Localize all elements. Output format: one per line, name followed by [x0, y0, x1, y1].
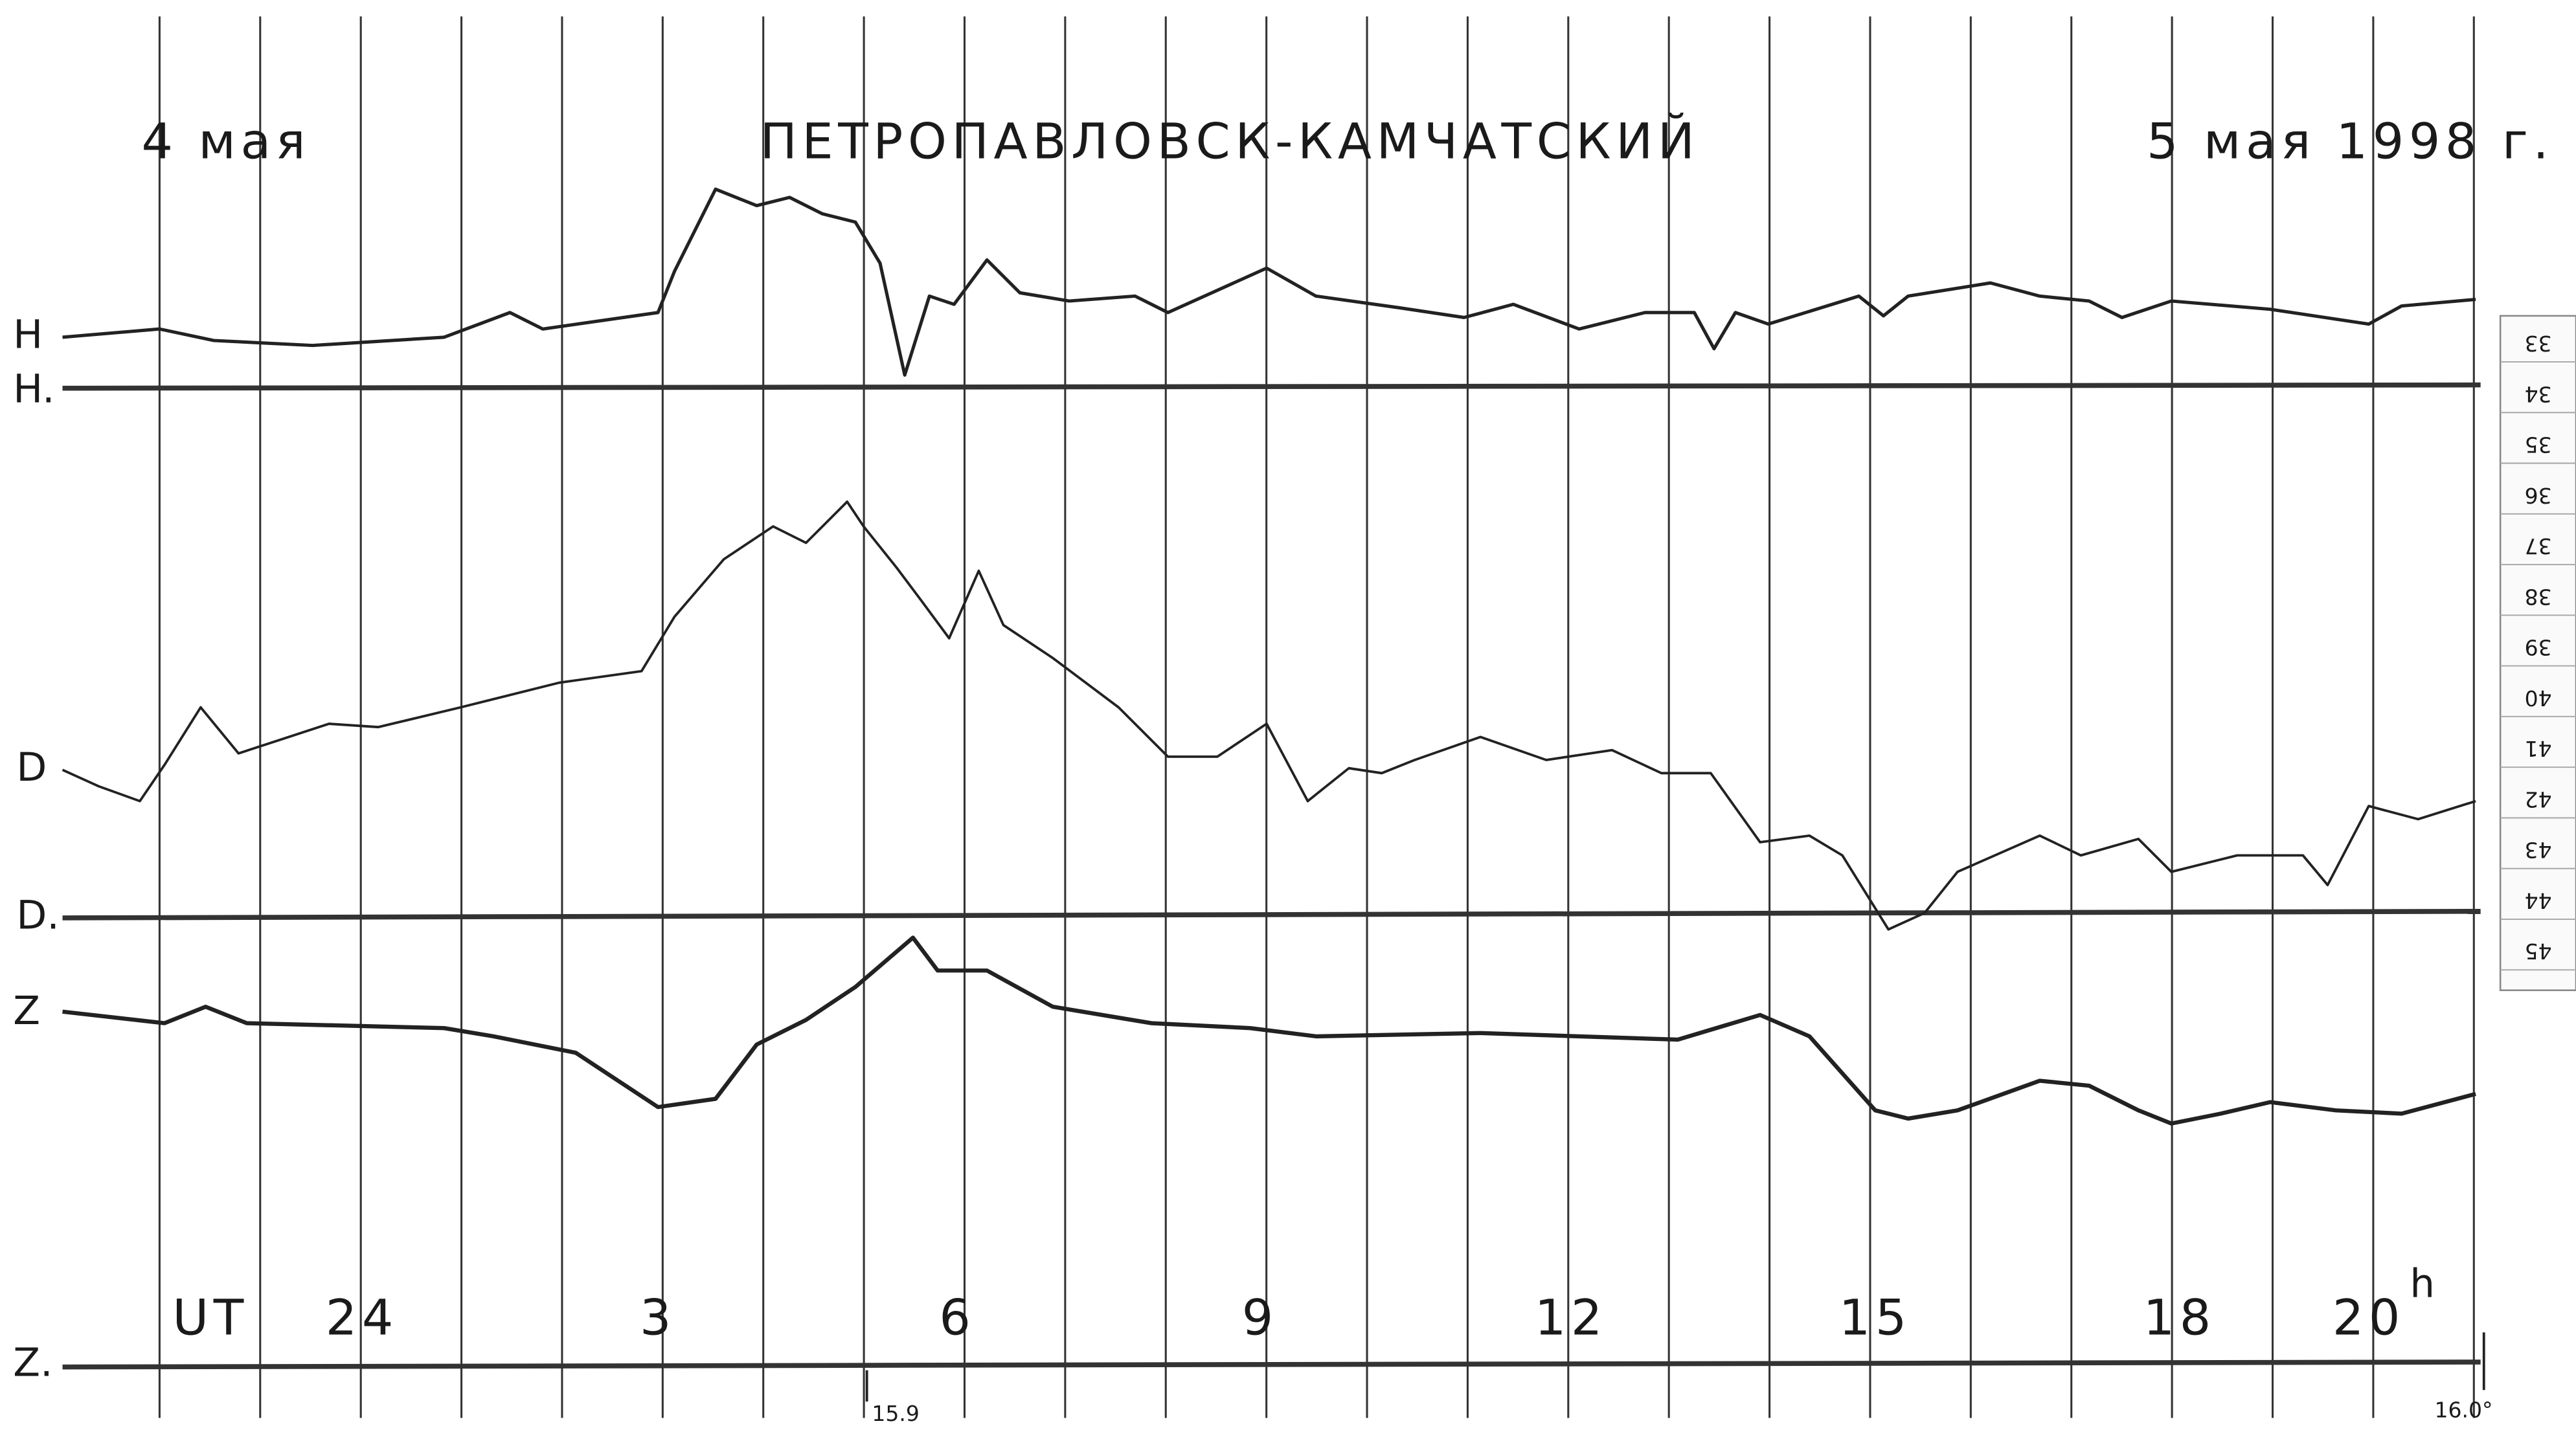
baseline-label: Z. [13, 1340, 52, 1386]
scale-label: 42 [2525, 787, 2552, 812]
scale-label: 34 [2525, 381, 2552, 407]
baseline-label: D. [16, 893, 59, 939]
trace-label: Z [13, 988, 40, 1034]
z-trace [62, 935, 2476, 1126]
time-label: UT [172, 1288, 249, 1346]
scale-label: 38 [2525, 584, 2552, 609]
h-baseline [62, 382, 2481, 391]
d-trace [62, 500, 2476, 931]
time-label: 6 [939, 1288, 975, 1346]
scale-label: 33 [2525, 331, 2552, 356]
time-label: 3 [640, 1288, 676, 1346]
scale-label: 39 [2525, 635, 2552, 660]
hour-lines [158, 16, 2475, 1418]
time-label: 12 [1535, 1288, 1607, 1346]
time-unit: h [2410, 1261, 2435, 1307]
time-label: 9 [1242, 1288, 1278, 1346]
scale-label: 44 [2525, 888, 2552, 913]
scale: 33 34 35 36 37 38 39 40 41 42 43 44 45 [2500, 331, 2576, 971]
date-right: 5 мая 1998 г. [2147, 113, 2553, 170]
trace-label: H [13, 312, 43, 358]
scale-label: 41 [2525, 736, 2552, 761]
scale-label: 36 [2525, 483, 2552, 508]
scale-strip [2499, 315, 2576, 992]
annotation: 16.0° [2435, 1398, 2493, 1423]
station-title: ПЕТРОПАВЛОВСК-КАМЧАТСКИЙ [760, 112, 1700, 170]
scale-label: 40 [2525, 686, 2552, 711]
annotation: 15.9 [872, 1401, 920, 1426]
scale-label: 35 [2525, 432, 2552, 458]
date-left: 4 мая [141, 113, 310, 170]
time-label: 15 [1839, 1288, 1912, 1346]
time-axis: UT 24 3 6 9 12 15 18 20h [172, 1261, 2435, 1346]
scale-label: 45 [2525, 939, 2552, 964]
time-label: 20 [2333, 1288, 2405, 1346]
scale-label: 37 [2525, 533, 2552, 559]
time-label: 24 [326, 1288, 398, 1346]
d-baseline [62, 908, 2481, 921]
h-trace [62, 187, 2476, 377]
trace-label: D [16, 744, 47, 790]
scale-label: 43 [2525, 838, 2552, 863]
time-label: 18 [2143, 1288, 2216, 1346]
z-baseline [62, 1359, 2481, 1370]
baseline-label: H. [13, 366, 54, 412]
